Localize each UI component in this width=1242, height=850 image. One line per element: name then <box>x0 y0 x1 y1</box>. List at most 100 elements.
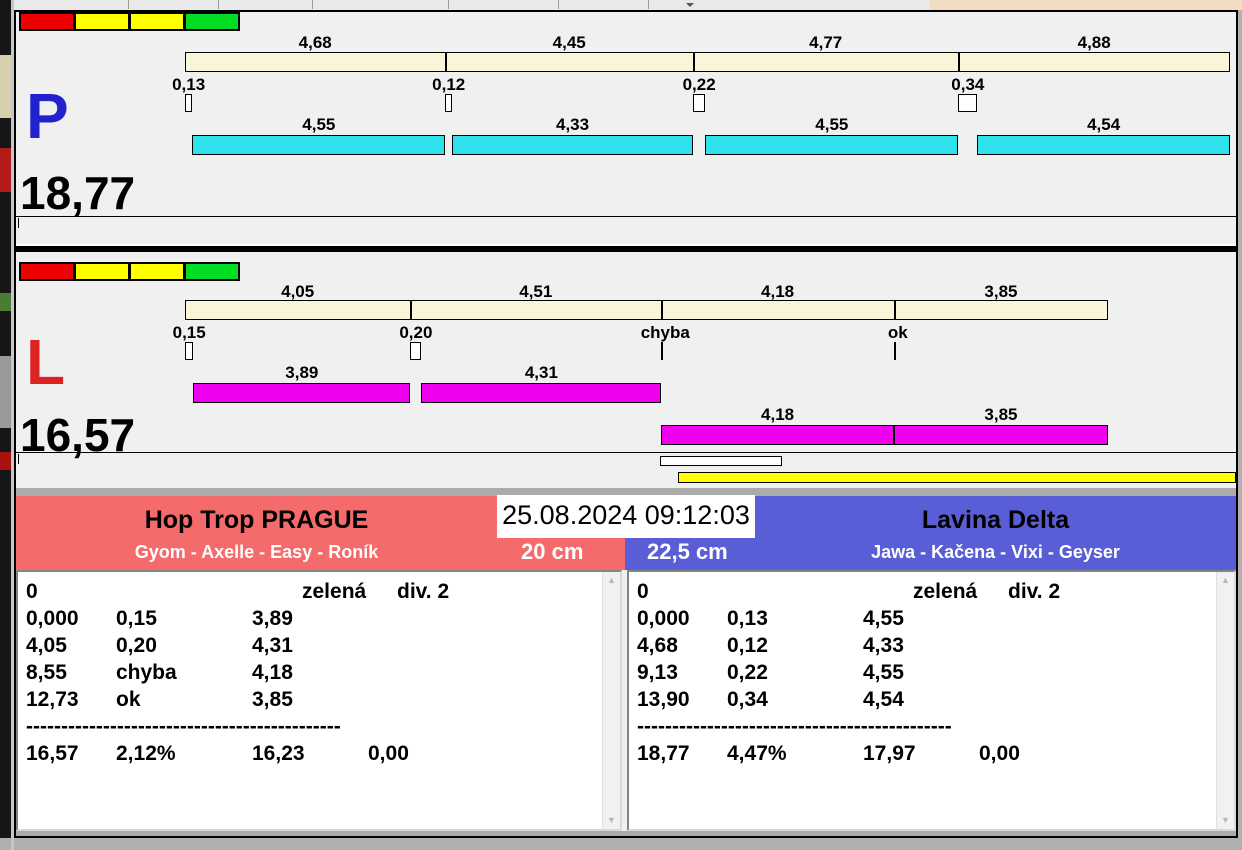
start-lights <box>19 262 240 281</box>
dog-run-label: 3,89 <box>285 363 319 382</box>
lane-timeline-L: 4,05 0,15 3,89 4,51 0,20 4,31 4,18 chyba 4,18 3,8… <box>16 252 1236 488</box>
jump-height-right: 22,5 cm <box>647 539 728 564</box>
lane-baseline <box>16 216 1236 217</box>
result-cell: 0,00 <box>979 742 1020 765</box>
panel-divider <box>16 244 1236 252</box>
split-time-label: 4,51 <box>519 282 553 301</box>
team-dogs-right: Jawa - Kačena - Vixi - Geyser <box>871 542 1120 562</box>
scroll-down-icon[interactable]: ▼ <box>607 815 616 825</box>
toolbar-divider <box>448 0 449 9</box>
start-light <box>19 12 75 31</box>
start-lights <box>19 12 240 31</box>
result-cell: 0,13 <box>727 607 768 630</box>
box-time-label: 0,12 <box>432 75 466 94</box>
split-time-bar <box>185 52 1230 72</box>
result-cell: 9,13 <box>637 661 678 684</box>
start-light <box>130 12 185 31</box>
judge-mark-label: ok <box>887 323 908 342</box>
result-cell: zelená <box>302 580 367 603</box>
dog-run-label: 4,55 <box>302 115 336 134</box>
toolbar-divider <box>218 0 219 9</box>
dog-run-label: 4,55 <box>815 115 849 134</box>
result-cell: 2,12% <box>116 742 176 765</box>
scroll-up-icon[interactable]: ▲ <box>1221 575 1230 585</box>
toolbar-divider <box>648 0 649 9</box>
result-cell: 0,34 <box>727 688 768 711</box>
scrollbar-right[interactable]: ▲ ▼ <box>1216 572 1234 829</box>
rerun-marker-box <box>660 456 782 466</box>
start-light <box>75 262 130 281</box>
result-cell: 3,85 <box>252 688 293 711</box>
start-light <box>130 262 185 281</box>
result-cell: zelená <box>913 580 978 603</box>
start-light <box>185 262 240 281</box>
judge-mark-label: chyba <box>640 323 690 342</box>
split-time-label: 3,85 <box>984 282 1018 301</box>
left-strip-patch <box>0 293 11 311</box>
start-light <box>75 12 130 31</box>
dog-run-bar <box>705 135 959 155</box>
result-cell: 4,33 <box>863 634 904 657</box>
window-edge <box>11 0 14 850</box>
result-cell: 0 <box>637 580 649 603</box>
scroll-up-icon[interactable]: ▲ <box>607 575 616 585</box>
box-time-label: 0,22 <box>682 75 716 94</box>
dog-run-bar <box>661 425 894 445</box>
split-time-label: 4,45 <box>552 33 586 52</box>
result-cell: 16,57 <box>26 742 79 765</box>
result-cell: 4,68 <box>637 634 678 657</box>
result-text-area-left[interactable]: 0 zelená div. 2 0,000 0,15 3,89 4,05 0,20 4,31 8,… <box>16 570 622 831</box>
dog-run-bar <box>977 135 1230 155</box>
result-cell: div. 2 <box>397 580 450 603</box>
dog-run-bar <box>421 383 662 403</box>
left-strip-patch <box>0 452 11 470</box>
result-cell: 16,23 <box>252 742 305 765</box>
dog-run-label: 4,54 <box>1087 115 1121 134</box>
split-time-label: 4,88 <box>1077 33 1111 52</box>
dog-run-label: 4,33 <box>555 115 590 134</box>
result-cell: 0,20 <box>116 634 157 657</box>
lane-letter-L: L <box>26 326 66 398</box>
split-time-label: 4,68 <box>298 33 332 52</box>
team-name-right: Lavina Delta <box>921 506 1070 534</box>
result-cell: ----------------------------------------… <box>26 715 341 738</box>
result-cell: 12,73 <box>26 688 79 711</box>
left-strip-patch <box>0 356 11 428</box>
result-cell: 4,05 <box>26 634 67 657</box>
result-cell: 13,90 <box>637 688 690 711</box>
box-time-tick <box>692 94 706 112</box>
result-text-area-right[interactable]: 0 zelená div. 2 0,000 0,13 4,55 4,68 0,12 4,33 9,… <box>627 570 1236 831</box>
box-time-tick <box>958 94 978 112</box>
toolbar-divider <box>128 0 129 9</box>
result-lines-right: 0 zelená div. 2 0,000 0,13 4,55 4,68 0,12 4,33 9,… <box>629 572 1217 829</box>
team-dogs-left: Gyom - Axelle - Easy - Roník <box>134 542 379 562</box>
box-time-tick <box>185 94 193 112</box>
result-cell: 0,00 <box>368 742 409 765</box>
scroll-down-icon[interactable]: ▼ <box>1221 815 1230 825</box>
result-cell: 0,15 <box>116 607 157 630</box>
result-cell: div. 2 <box>1008 580 1061 603</box>
left-strip-patch <box>0 55 11 118</box>
result-cell: 0,000 <box>26 607 79 630</box>
result-cell: chyba <box>116 661 177 684</box>
result-lines-left: 0 zelená div. 2 0,000 0,15 3,89 4,05 0,20 4,31 8,… <box>18 572 603 829</box>
dropdown-caret-icon <box>686 3 694 7</box>
scrollbar-left[interactable]: ▲ ▼ <box>602 572 620 829</box>
split-divider <box>958 52 961 72</box>
result-cell: 0 <box>26 580 38 603</box>
split-divider <box>661 300 664 320</box>
dog-run-label: 3,85 <box>984 405 1018 424</box>
split-time-label: 4,77 <box>809 33 843 52</box>
box-time-label: 0,34 <box>951 75 985 94</box>
start-light <box>185 12 240 31</box>
split-time-label: 4,18 <box>761 282 795 301</box>
result-cell: 4,55 <box>863 661 904 684</box>
lane-baseline-tick <box>18 218 19 228</box>
lane-panel-P: 4,68 0,13 4,55 4,45 0,12 4,33 4,77 0,22 4,55 4,88… <box>16 12 1236 244</box>
result-cell: 4,18 <box>252 661 293 684</box>
result-cell: 4,31 <box>252 634 293 657</box>
result-cell: ----------------------------------------… <box>637 715 952 738</box>
judge-mark-tick <box>661 342 664 360</box>
rerun-progress-bar <box>678 472 1236 483</box>
result-cell: 0,000 <box>637 607 690 630</box>
